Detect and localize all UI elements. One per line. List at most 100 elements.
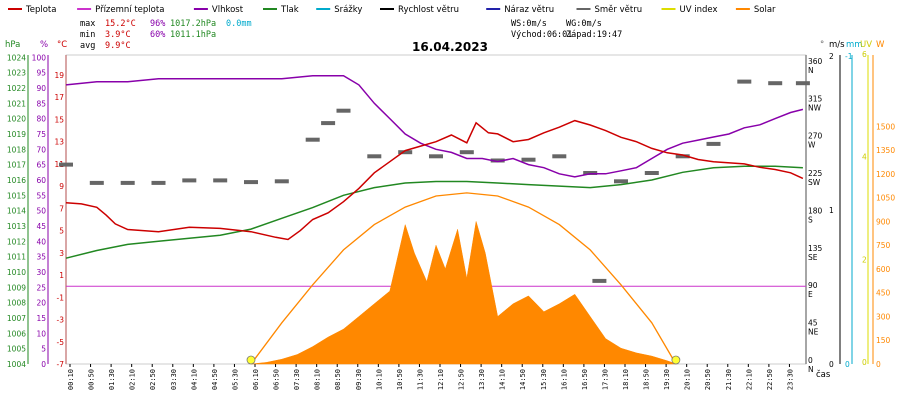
- tick-direction: 360: [808, 57, 823, 66]
- tick-temperature: 7: [59, 204, 64, 213]
- tick-humidity: 45: [36, 222, 46, 231]
- tick-temperature: 1: [59, 271, 64, 280]
- tick-temperature: -1: [57, 293, 65, 302]
- tick-pressure: 1016: [7, 176, 26, 185]
- tick-pressure: 1019: [7, 130, 26, 139]
- tick-humidity: 0: [41, 360, 46, 369]
- tick-direction-name: NE: [808, 328, 819, 337]
- legend-label: Vlhkost: [212, 5, 244, 15]
- tick-solar: 1050: [876, 194, 895, 203]
- legend-label: Tlak: [280, 5, 299, 15]
- tick-humidity: 25: [36, 283, 46, 292]
- time-label: 14:50: [519, 369, 527, 390]
- tick-humidity: 100: [32, 53, 47, 62]
- tick-direction: 0: [808, 356, 813, 365]
- wind-direction-point: [305, 137, 320, 142]
- tick-pressure: 1009: [7, 283, 26, 292]
- unit-uv: UV: [860, 40, 872, 50]
- tick-uv: 6: [862, 50, 867, 59]
- tick-solar: 0: [876, 360, 881, 369]
- time-label: 06:10: [252, 369, 260, 390]
- tick-temperature: 3: [59, 249, 64, 258]
- tick-pressure: 1023: [7, 69, 26, 78]
- series-wind-direction: [59, 79, 810, 283]
- tick-wind-speed: 1: [829, 206, 834, 215]
- time-label: 00:10: [67, 369, 75, 390]
- time-label: 20:10: [684, 369, 692, 390]
- wind-direction-point: [592, 278, 607, 283]
- time-label: 18:10: [622, 369, 630, 390]
- time-label: 08:50: [334, 369, 342, 390]
- tick-direction-name: SE: [808, 253, 818, 262]
- stat-wg: WG:0m/s: [566, 19, 602, 29]
- tick-humidity: 65: [36, 161, 46, 170]
- time-label: 16:50: [581, 369, 589, 390]
- legend-label: Směr větru: [595, 5, 643, 15]
- tick-wind-speed: 0: [829, 360, 834, 369]
- wind-direction-point: [151, 180, 166, 185]
- tick-pressure: 1008: [7, 299, 26, 308]
- tick-pressure: 1013: [7, 222, 26, 231]
- tick-pressure: 1024: [7, 53, 26, 62]
- tick-wind-speed: 2: [829, 52, 834, 61]
- series-solar-max: [250, 192, 677, 365]
- tick-pressure: 1017: [7, 161, 26, 170]
- stat-sunrise: Východ:06:01: [511, 30, 572, 40]
- tick-solar: 900: [876, 217, 891, 226]
- tick-pressure: 1014: [7, 207, 26, 216]
- tick-humidity: 90: [36, 84, 46, 93]
- stat-min-temp: 3.9°C: [105, 30, 131, 40]
- tick-pressure: 1021: [7, 99, 26, 108]
- stat-max-temp: 15.2°C: [105, 19, 136, 29]
- wind-direction-point: [244, 180, 258, 185]
- series-pressure: [65, 165, 803, 259]
- tick-humidity: 70: [36, 145, 46, 154]
- time-label: 04:10: [190, 369, 198, 390]
- sunrise-marker: [246, 355, 256, 365]
- tick-direction: 135: [808, 244, 823, 253]
- tick-humidity: 50: [36, 207, 46, 216]
- tick-solar: 750: [876, 241, 891, 250]
- tick-direction: 270: [808, 132, 823, 141]
- wind-direction-point: [737, 79, 752, 84]
- tick-temperature: 5: [59, 227, 64, 236]
- unit-w: W: [876, 40, 885, 50]
- unit-c: °C: [57, 40, 67, 50]
- stats-block: max 15.2°C 96% 1017.2hPa 0.0mm min 3.9°C…: [80, 19, 622, 51]
- plot-area: [59, 54, 810, 365]
- tick-temperature: 9: [59, 182, 64, 191]
- stat-max-label: max: [80, 19, 95, 29]
- series-solar: [250, 221, 677, 365]
- time-label: 18:50: [643, 369, 651, 390]
- wind-direction-point: [490, 158, 505, 163]
- tick-direction: 90: [808, 281, 818, 290]
- tick-humidity: 95: [36, 69, 46, 78]
- legend-label: Solar: [754, 5, 776, 15]
- tick-pressure: 1020: [7, 115, 26, 124]
- time-label: 21:30: [725, 369, 733, 390]
- wind-direction-point: [336, 108, 351, 113]
- tick-humidity: 60: [36, 176, 46, 185]
- tick-solar: 1500: [876, 122, 895, 131]
- tick-rain: 0: [845, 360, 850, 369]
- tick-temperature: -3: [57, 316, 65, 325]
- tick-humidity: 15: [36, 314, 46, 323]
- tick-direction: 45: [808, 319, 818, 328]
- tick-temperature: 13: [54, 138, 64, 147]
- tick-solar: 450: [876, 289, 891, 298]
- sunset-marker: [671, 355, 681, 365]
- wind-direction-point: [459, 150, 474, 155]
- time-label: 14:10: [499, 369, 507, 390]
- tick-pressure: 1022: [7, 84, 26, 93]
- tick-solar: 1350: [876, 146, 895, 155]
- wind-direction-point: [321, 121, 336, 126]
- stat-sunset: Západ:19:47: [566, 30, 622, 40]
- stat-min-hum: 60%: [150, 30, 165, 40]
- tick-rain: -1: [845, 52, 853, 61]
- legend: Teplota Přízemní teplota Vlhkost Tlak Srážky…: [8, 5, 776, 15]
- tick-uv: 2: [862, 255, 867, 264]
- time-label: 09:30: [355, 369, 363, 390]
- tick-direction-name: N: [808, 365, 814, 374]
- tick-humidity: 5: [41, 345, 46, 354]
